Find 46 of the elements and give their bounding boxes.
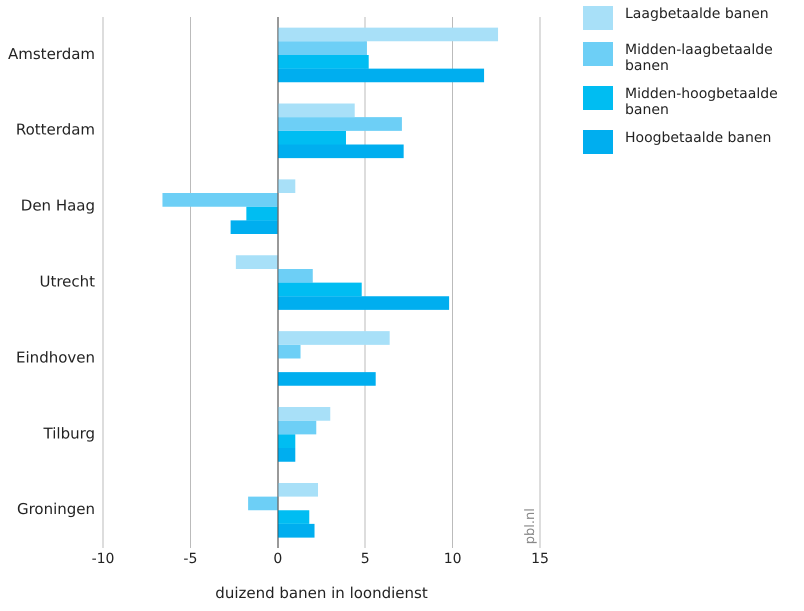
bar [278, 104, 355, 118]
bar [278, 282, 362, 296]
legend-label: Laagbetaalde banen [625, 6, 769, 22]
bar [278, 448, 296, 462]
bar [278, 524, 315, 538]
bar [278, 130, 346, 144]
bar [278, 144, 404, 158]
y-tick-label: Eindhoven [16, 348, 96, 366]
bar [278, 28, 498, 42]
x-tick-label: 5 [360, 551, 370, 568]
x-tick-label: -5 [183, 551, 198, 568]
bar [278, 268, 313, 283]
bar [278, 434, 296, 448]
bar [278, 344, 301, 358]
y-tick-label: Groningen [16, 500, 96, 518]
x-tick-label: -10 [92, 551, 114, 568]
bar [278, 41, 367, 55]
bar [278, 510, 310, 524]
annotation: pbl.nl [522, 508, 538, 544]
bar [278, 296, 450, 310]
bar [248, 496, 278, 510]
bar [278, 179, 296, 194]
bar [278, 482, 318, 497]
bar [236, 255, 278, 269]
legend-label: Midden-hoogbetaalde banen [625, 86, 779, 118]
x-tick-label: 10 [444, 551, 462, 568]
x-tick-label: 0 [273, 551, 282, 568]
x-tick-label: 15 [531, 551, 549, 568]
bar [278, 331, 390, 345]
y-tick-label: Rotterdam [16, 120, 96, 139]
y-tick-label: Utrecht [39, 272, 96, 290]
y-tick-label: Tilburg [42, 424, 96, 442]
bar [278, 407, 330, 421]
x-axis-title: duizend banen in loondienst [215, 584, 428, 602]
legend-label: Hoogbetaalde banen [625, 130, 772, 146]
bar [278, 117, 402, 131]
bar [162, 193, 278, 207]
bar [230, 220, 278, 234]
bar [278, 420, 316, 434]
bar [278, 54, 369, 69]
y-tick-label: Den Haag [20, 196, 96, 215]
bar [278, 372, 376, 386]
bar [278, 68, 484, 82]
bar [246, 206, 278, 220]
legend-label: Midden-laagbetaalde banen [625, 42, 774, 74]
y-tick-label: Amsterdam [8, 44, 96, 63]
